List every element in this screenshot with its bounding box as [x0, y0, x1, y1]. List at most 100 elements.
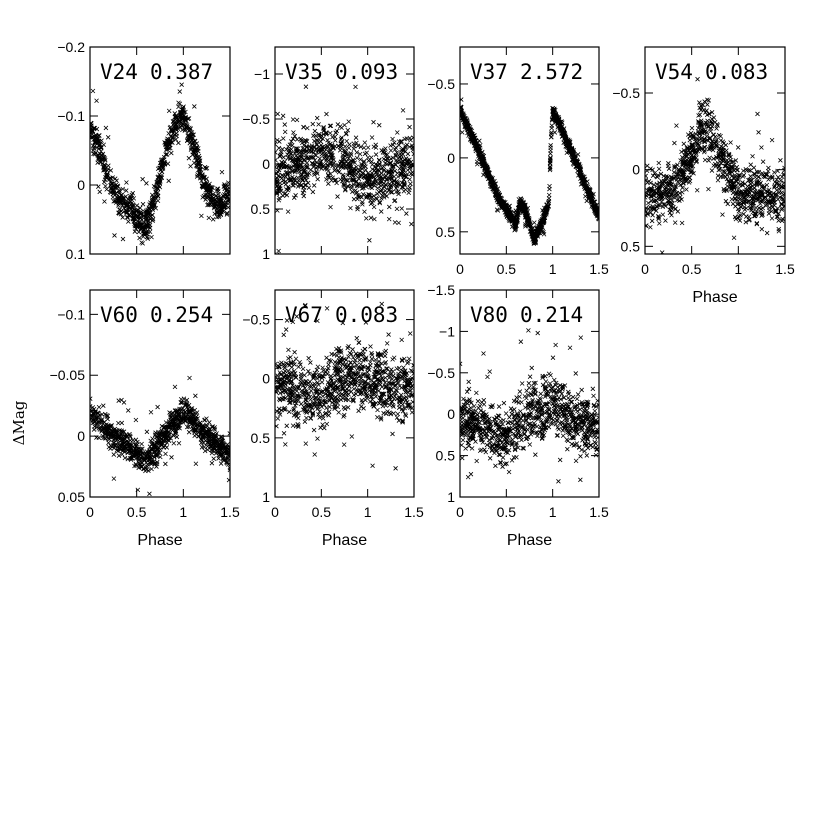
data-point	[313, 153, 319, 158]
data-point	[506, 206, 511, 212]
data-point	[131, 215, 136, 221]
data-point	[130, 190, 136, 196]
data-point	[284, 169, 290, 175]
data-point	[343, 131, 349, 137]
data-point	[539, 217, 545, 222]
data-point	[710, 147, 716, 153]
data-point	[747, 186, 753, 192]
data-point	[94, 126, 100, 132]
data-point	[162, 424, 168, 430]
data-point	[369, 200, 375, 206]
data-point	[776, 218, 781, 223]
data-point	[296, 182, 302, 187]
data-point	[194, 141, 199, 146]
data-point	[320, 144, 326, 150]
data-point	[769, 204, 775, 209]
data-point	[680, 154, 685, 160]
data-point	[100, 403, 106, 408]
data-point	[394, 189, 399, 195]
data-point	[99, 423, 105, 428]
data-point	[756, 130, 761, 135]
data-point	[388, 160, 394, 166]
data-point	[367, 238, 372, 243]
data-point	[213, 202, 218, 207]
data-point	[113, 200, 119, 205]
data-point	[763, 203, 769, 208]
data-point	[149, 203, 155, 208]
data-point	[102, 430, 108, 435]
data-point	[138, 211, 144, 216]
data-point	[388, 143, 393, 148]
data-point	[152, 184, 158, 190]
data-point	[759, 145, 764, 150]
data-point	[668, 194, 673, 200]
data-point	[294, 137, 300, 142]
data-point	[727, 171, 733, 176]
data-point	[529, 234, 535, 239]
data-point	[721, 168, 726, 174]
data-point	[144, 452, 150, 458]
data-point	[372, 216, 377, 222]
data-point	[194, 410, 200, 415]
data-point	[673, 183, 678, 188]
data-point	[148, 447, 154, 452]
data-point	[747, 217, 752, 222]
data-point	[348, 256, 352, 260]
data-point	[484, 168, 490, 174]
data-point	[217, 207, 222, 212]
data-point	[108, 168, 114, 173]
data-point	[738, 191, 744, 197]
data-point	[140, 176, 145, 182]
data-point	[767, 205, 772, 210]
data-point	[206, 188, 211, 194]
data-point	[749, 206, 754, 211]
data-point	[311, 150, 317, 155]
data-point	[760, 212, 765, 218]
data-point	[301, 124, 306, 130]
data-point	[203, 197, 208, 202]
x-tick-label: 1.5	[589, 261, 609, 277]
data-point	[335, 122, 341, 127]
data-point	[673, 174, 679, 180]
data-point	[275, 137, 280, 143]
data-point	[401, 188, 407, 194]
data-point	[303, 84, 309, 89]
y-tick-label: 0	[447, 150, 455, 166]
data-point	[726, 178, 731, 184]
data-point	[655, 174, 660, 180]
data-point	[684, 162, 690, 167]
data-point	[671, 186, 677, 192]
data-point	[163, 451, 168, 457]
data-point	[90, 414, 95, 420]
data-point	[739, 182, 745, 188]
data-point	[716, 153, 721, 159]
data-point	[96, 133, 101, 138]
data-point	[729, 196, 735, 202]
data-point	[179, 116, 185, 122]
data-point	[649, 194, 654, 199]
data-point	[492, 181, 498, 187]
data-point	[165, 437, 171, 443]
data-point	[779, 201, 784, 206]
data-point	[348, 152, 354, 157]
data-point	[674, 260, 678, 264]
data-point	[320, 136, 326, 142]
data-point	[276, 248, 281, 254]
data-point	[656, 160, 662, 166]
data-point	[777, 195, 783, 200]
data-point	[330, 155, 336, 161]
data-point	[369, 194, 375, 200]
data-point	[201, 182, 207, 187]
data-point	[150, 218, 155, 223]
data-point	[400, 108, 406, 113]
data-point	[204, 176, 209, 182]
data-point	[734, 190, 739, 196]
data-point	[136, 465, 141, 471]
data-point	[117, 207, 123, 212]
data-point	[176, 440, 182, 446]
data-point	[747, 177, 752, 183]
data-point	[673, 254, 677, 258]
data-point	[198, 432, 204, 438]
data-point	[691, 146, 696, 152]
